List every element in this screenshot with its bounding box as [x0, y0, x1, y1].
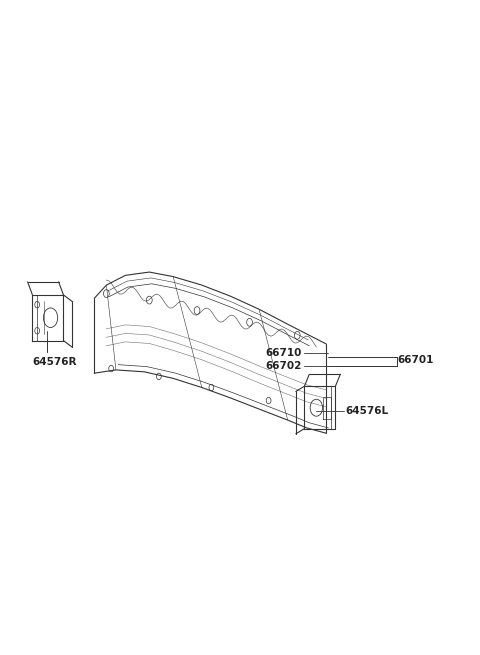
Text: 66710: 66710 — [265, 348, 302, 358]
Text: 64576L: 64576L — [345, 406, 388, 416]
Text: 64576R: 64576R — [33, 357, 77, 367]
Text: 66701: 66701 — [397, 355, 434, 365]
Text: 66702: 66702 — [265, 361, 302, 371]
